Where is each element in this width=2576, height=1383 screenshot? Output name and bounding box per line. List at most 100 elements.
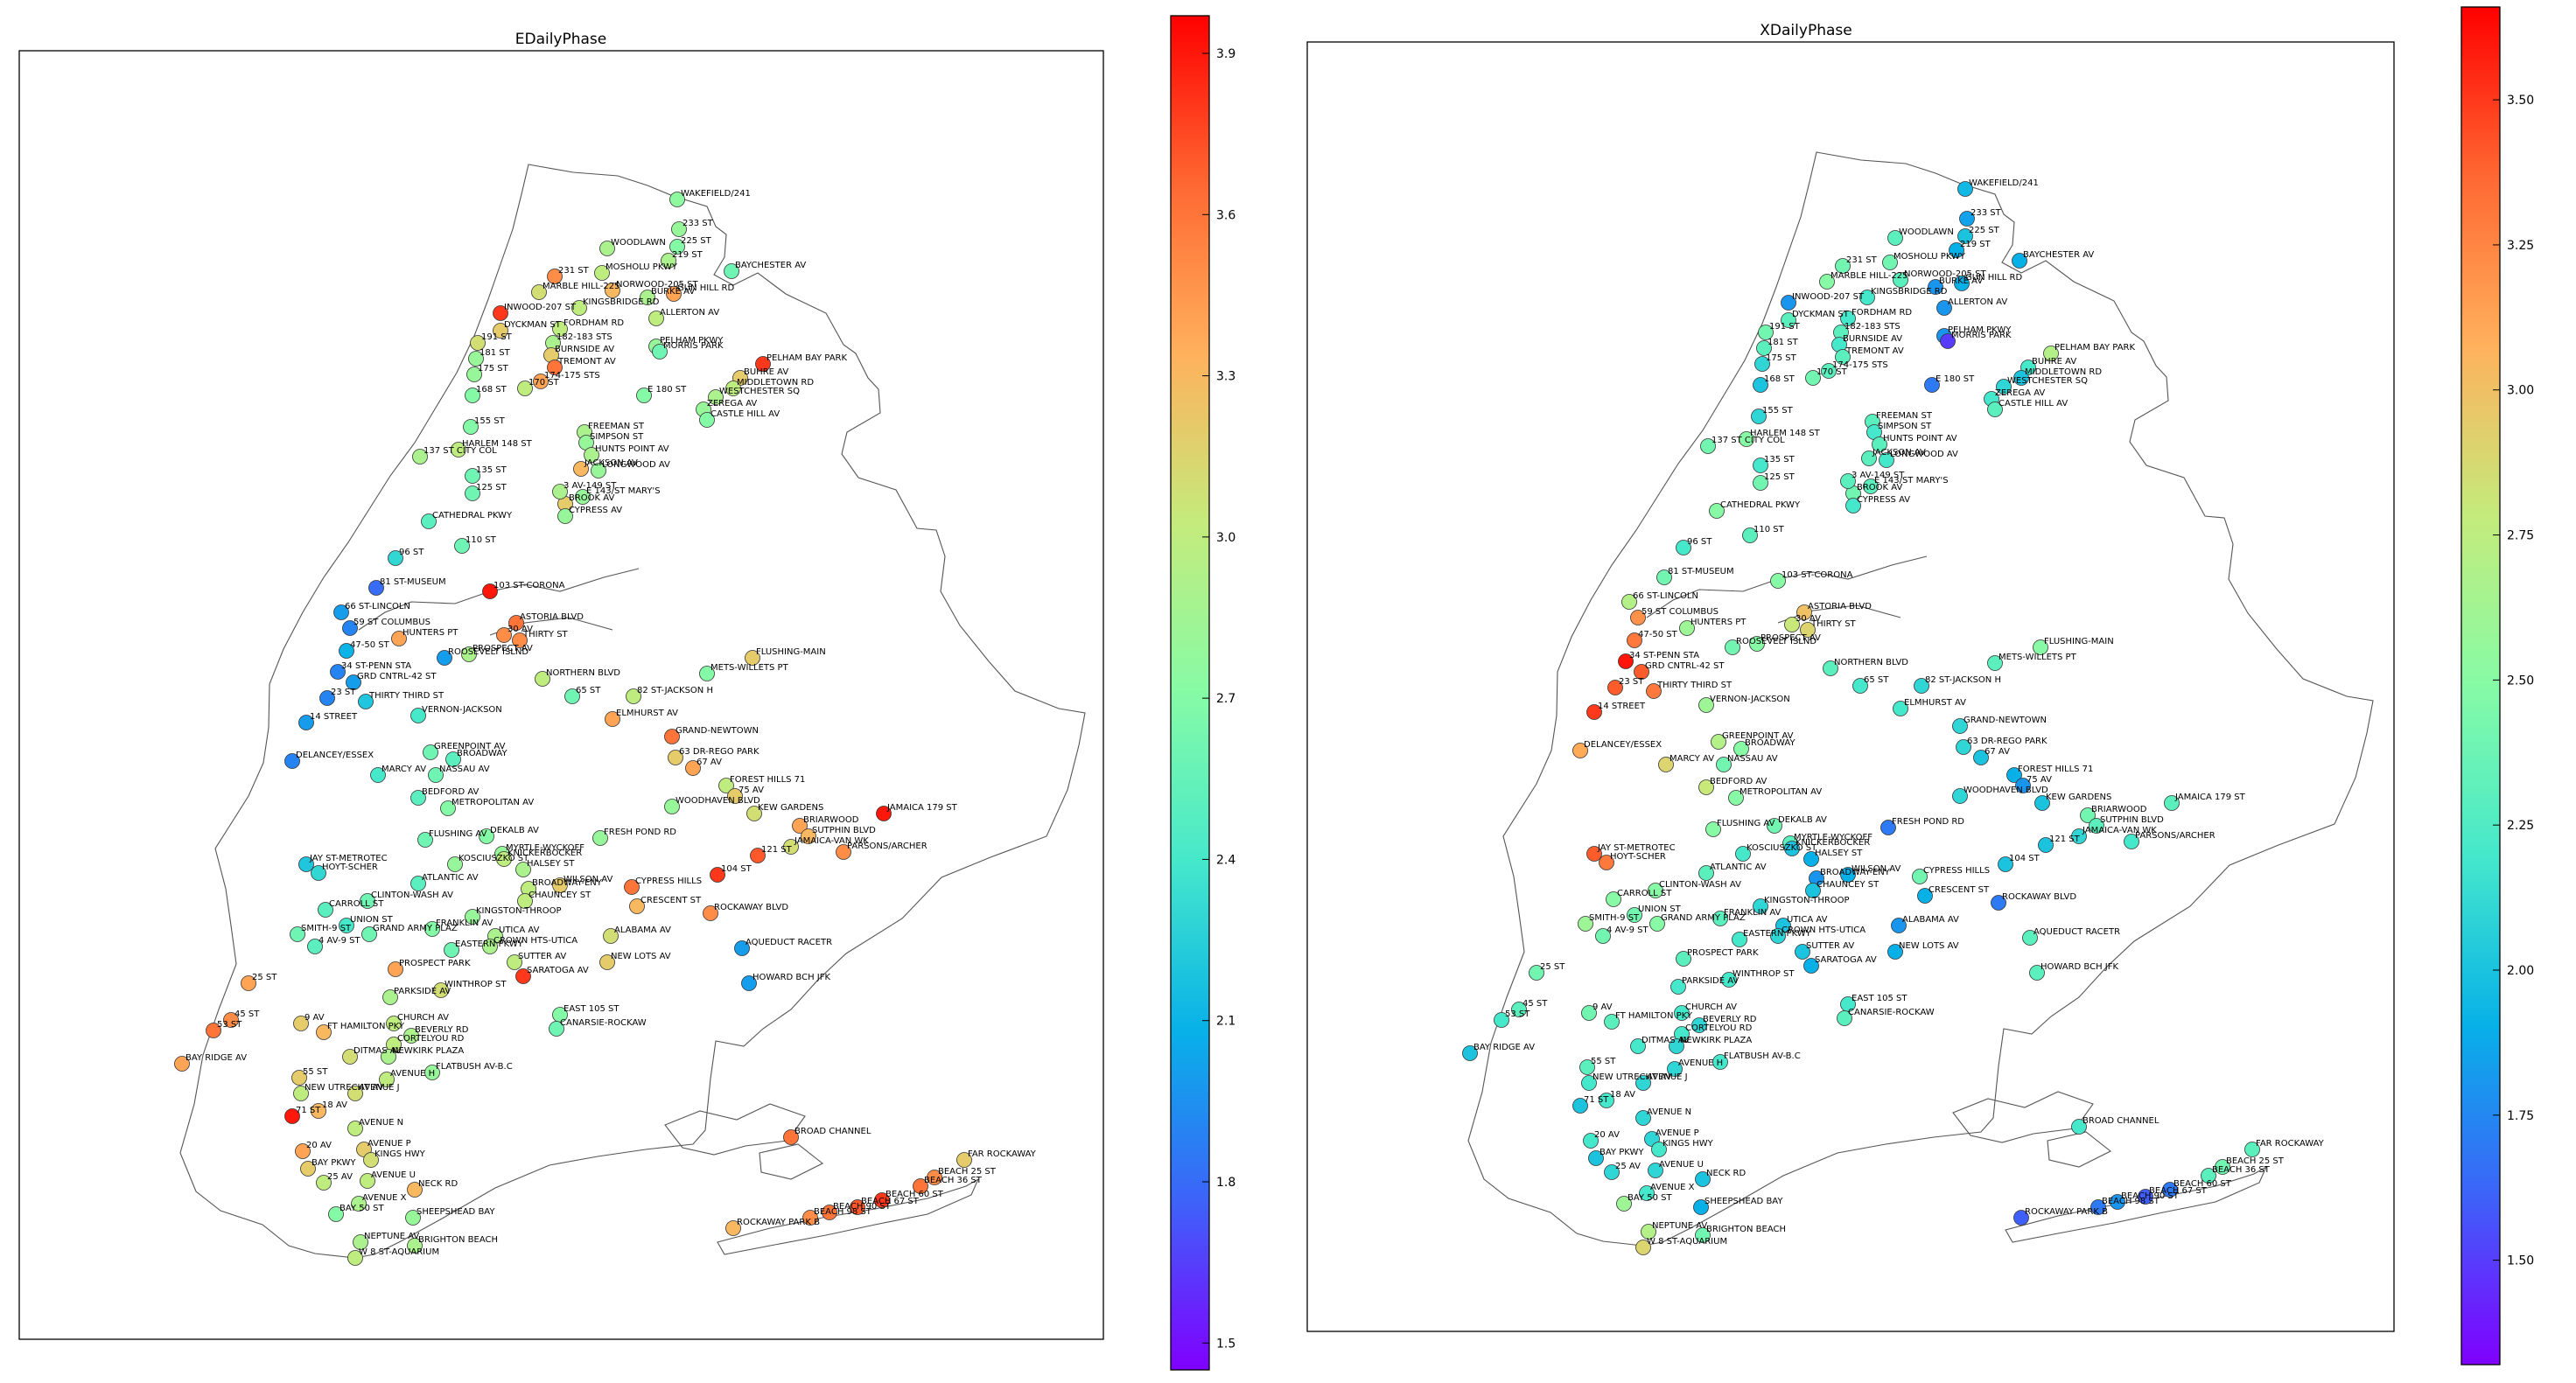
station-marker-47-50-st xyxy=(1627,632,1642,648)
station-label-inwood-207-st: INWOOD-207 ST xyxy=(1792,292,1865,302)
station-label-kingston-throop: KINGSTON-THROOP xyxy=(1764,896,1850,905)
station-marker-jay-st-metrotec xyxy=(298,856,314,872)
station-marker-67-av xyxy=(1973,750,1989,765)
station-label-fordham-rd: FORDHAM RD xyxy=(564,318,624,328)
station-marker-sutphin-blvd xyxy=(2089,818,2104,834)
station-label-broadway-eny: BROADWAY-ENY xyxy=(532,878,603,888)
station-label-231-st: 231 ST xyxy=(558,266,590,276)
station-marker-neptune-av xyxy=(1641,1224,1656,1240)
station-marker-cathedral-pkwy xyxy=(421,513,437,529)
station-label-grand-army-plaz: GRAND ARMY PLAZ xyxy=(1661,913,1746,923)
station-label-181-st: 181 ST xyxy=(480,348,511,358)
station-label-eastern-pkwy: EASTERN PKWY xyxy=(1743,929,1812,939)
station-label-dyckman-st: DYCKMAN ST xyxy=(1792,310,1850,319)
station-marker-tremont-av xyxy=(1835,349,1851,365)
station-marker-wilson-av xyxy=(552,877,568,893)
station-marker-vernon-jackson xyxy=(1698,697,1714,713)
colorbar-ticks: 1.5 1.8 2.1 2.4 2.7 3.0 3.3 3.6 3.9 xyxy=(1202,47,1236,1351)
station-label-howard-bch-jfk: HOWARD BCH JFK xyxy=(752,973,830,982)
station-label-union-st: UNION ST xyxy=(350,915,394,925)
station-label-hunts-point-av: HUNTS POINT AV xyxy=(1883,434,1957,444)
station-marker-vernon-jackson xyxy=(410,708,426,723)
station-label-jamaica-van-wk: JAMAICA-VAN WK xyxy=(2082,826,2157,835)
station-label-broadway-eny: BROADWAY-ENY xyxy=(1820,868,1891,877)
station-marker-rockaway-blvd xyxy=(703,905,718,921)
station-marker-181-st xyxy=(468,351,484,367)
map-frame xyxy=(18,50,1104,1340)
station-marker-middletown-rd xyxy=(2013,370,2029,386)
station-marker-winthrop-st xyxy=(1721,972,1737,988)
station-label-morris-park: MORRIS PARK xyxy=(1951,331,2012,340)
station-label-25-av: 25 AV xyxy=(327,1172,353,1182)
station-label-beach-36-st: BEACH 36 ST xyxy=(2212,1165,2271,1175)
station-label-kings-hwy: KINGS HWY xyxy=(1662,1139,1714,1149)
station-label-jamaica-179-st: JAMAICA 179 ST xyxy=(886,803,958,813)
station-label-219-st: 219 ST xyxy=(672,250,704,260)
station-marker-65-st xyxy=(1852,678,1868,694)
station-label-bay-50-st: BAY 50 ST xyxy=(340,1204,384,1213)
station-label-parkside-av: PARKSIDE AV xyxy=(394,987,451,996)
station-label-broad-channel: BROAD CHANNEL xyxy=(2082,1116,2160,1126)
station-marker-avenue-j xyxy=(1635,1075,1651,1091)
station-marker-union-st xyxy=(1627,907,1642,923)
station-marker-middletown-rd xyxy=(725,381,741,396)
colorbar-tick-label: 2.1 xyxy=(1216,1015,1236,1029)
station-label-marble-hill-225: MARBLE HILL-225 xyxy=(1830,271,1908,281)
station-marker-forest-hills-71 xyxy=(718,778,734,793)
station-label-175-st: 175 ST xyxy=(1766,353,1797,363)
station-label-chauncey-st: CHAUNCEY ST xyxy=(528,891,592,900)
station-label-kingsbridge-rd: KINGSBRIDGE RD xyxy=(1871,287,1948,297)
station-label-greenpoint-av: GREENPOINT AV xyxy=(1722,731,1794,741)
station-marker-55-st xyxy=(1579,1059,1595,1075)
station-marker-jamaica-van-wk xyxy=(2071,828,2087,844)
station-label-halsey-st: HALSEY ST xyxy=(1815,849,1863,858)
station-marker-far-rockaway xyxy=(2244,1142,2260,1157)
station-marker-inwood-207-st xyxy=(1781,295,1796,311)
station-label-forest-hills-71: FOREST HILLS 71 xyxy=(2018,765,2093,774)
station-marker-flushing-main xyxy=(745,650,760,666)
station-label-cypress-hills: CYPRESS HILLS xyxy=(635,877,702,886)
station-label-135-st: 135 ST xyxy=(476,465,508,475)
station-label-newkirk-plaza: NEWKIRK PLAZA xyxy=(1680,1036,1752,1045)
station-marker-155-st xyxy=(1751,409,1767,424)
station-label-9-av: 9 AV xyxy=(304,1013,325,1023)
station-label-168-st: 168 ST xyxy=(476,385,508,395)
station-label-25-st: 25 ST xyxy=(1540,962,1565,972)
station-label-flushing-av: FLUSHING AV xyxy=(429,829,487,839)
station-marker-81-st-museum xyxy=(368,580,384,596)
station-label-174-175-sts: 174-175 STS xyxy=(544,371,600,381)
station-label-137-st-city-col: 137 ST CITY COL xyxy=(1712,436,1785,445)
station-label-chauncey-st: CHAUNCEY ST xyxy=(1816,880,1880,890)
station-label-avenue-h: AVENUE H xyxy=(390,1069,435,1079)
station-label-smith-9-st: SMITH-9 ST xyxy=(1589,913,1640,923)
station-marker-121-st xyxy=(750,848,766,863)
station-marker-crescent-st xyxy=(629,898,645,914)
colorbar-tick-label: 2.00 xyxy=(2507,964,2534,978)
station-label-pelham-bay-park: PELHAM BAY PARK xyxy=(2054,343,2135,353)
panel-title: EDailyPhase xyxy=(515,31,607,48)
station-marker-marcy-av xyxy=(370,767,386,783)
station-label-fresh-pond-rd: FRESH POND RD xyxy=(1892,817,1964,827)
station-label-norwood-205-st: NORWOOD-205 ST xyxy=(616,280,698,290)
station-label-125-st: 125 ST xyxy=(476,483,508,492)
station-marker-233-st xyxy=(671,221,687,237)
station-label-neck-rd: NECK RD xyxy=(1706,1169,1746,1178)
station-label-e-180-st: E 180 ST xyxy=(648,385,687,395)
station-label-middletown-rd: MIDDLETOWN RD xyxy=(2025,367,2102,377)
station-label-rockaway-park-b: ROCKAWAY PARK B xyxy=(2025,1207,2108,1217)
station-label-brighton-beach: BRIGHTON BEACH xyxy=(418,1235,498,1245)
station-label-vernon-jackson: VERNON-JACKSON xyxy=(422,705,502,715)
station-label-avenue-n: AVENUE N xyxy=(359,1118,403,1128)
station-marker-47-50-st xyxy=(339,643,354,659)
station-marker-e-180-st xyxy=(1924,377,1940,393)
station-label-225-st: 225 ST xyxy=(1969,226,2000,235)
station-marker-23-st xyxy=(319,690,335,706)
station-label-71-st: 71 ST xyxy=(296,1106,321,1115)
station-label-burke-av: BURKE AV xyxy=(651,287,695,297)
station-label-new-lots-av: NEW LOTS AV xyxy=(1899,941,1959,951)
station-label-sutphin-blvd: SUTPHIN BLVD xyxy=(2100,815,2164,825)
station-label-prospect-park: PROSPECT PARK xyxy=(1687,948,1759,958)
station-label-96-st: 96 ST xyxy=(399,548,424,557)
jamaica-bay-marsh xyxy=(1952,1091,2112,1168)
colorbar-tick-label: 3.50 xyxy=(2507,94,2534,108)
